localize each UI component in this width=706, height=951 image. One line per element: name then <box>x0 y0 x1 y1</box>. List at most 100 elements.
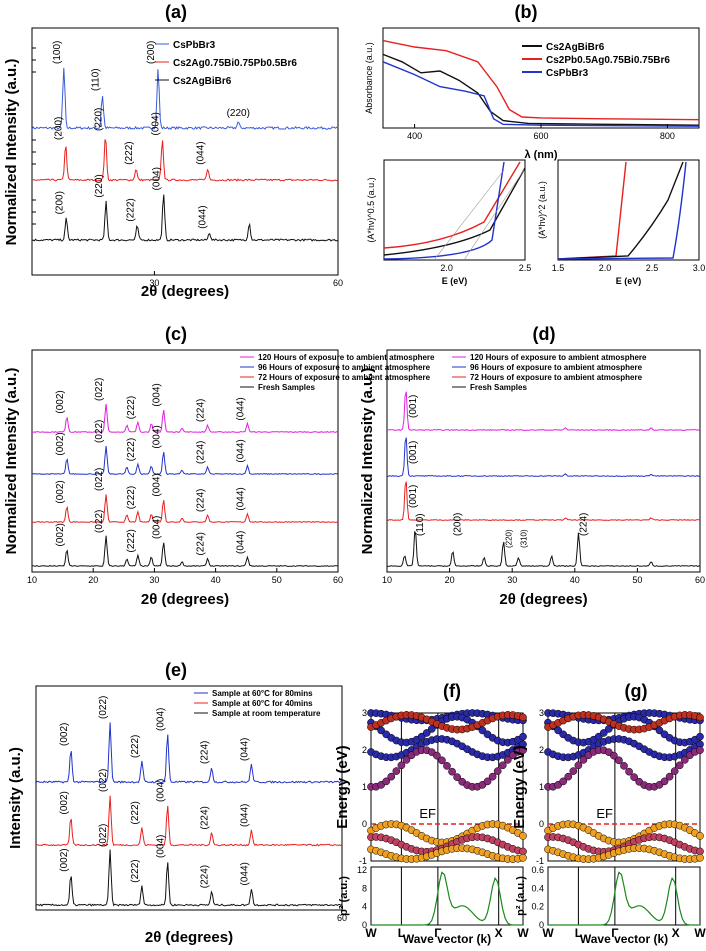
peak-label-a: (220) <box>94 174 105 197</box>
band-point-f <box>422 729 431 737</box>
band-point-f <box>382 777 391 786</box>
peak-label-c: (004) <box>152 516 163 539</box>
tauc-line-b-right-blue <box>557 161 687 260</box>
peak-label-a: (044) <box>197 205 208 228</box>
peak-label-c: (002) <box>55 523 66 546</box>
y-tick-label-g-p2: 0.2 <box>531 902 544 912</box>
x-tick-label-b-left: 2.0 <box>440 263 453 273</box>
band-point-f <box>448 767 456 776</box>
series-line-d-3 <box>386 531 701 567</box>
peak-label-e: (222) <box>130 801 141 824</box>
legend-label-a-1: Cs2Ag0.75Bi0.75Pb0.5Br6 <box>173 58 297 69</box>
peak-label-d-fresh: (200) <box>453 513 464 536</box>
peak-label-c: (044) <box>235 487 246 510</box>
band-point-f <box>402 755 411 764</box>
x-axis-a-tick-label: 30 <box>149 278 159 288</box>
k-point-label-g: X <box>672 926 680 940</box>
band-point-f <box>438 756 446 765</box>
x-axis-c-tick-label: 30 <box>149 575 159 585</box>
series-line-d-2 <box>386 481 701 521</box>
peak-label-e: (022) <box>98 769 109 792</box>
plot-frame-b-top <box>382 27 700 129</box>
peak-label-a: (004) <box>150 112 161 135</box>
series-line-a-1 <box>31 139 339 182</box>
legend-label-c-2: 72 Hours of exposure to ambient atmosphe… <box>258 373 431 382</box>
band-point-g <box>625 767 633 776</box>
peak-label-e: (044) <box>239 862 250 885</box>
band-point-g <box>610 751 618 760</box>
legend-label-e-0: Sample at 60°C for 80mins <box>212 689 313 698</box>
y-axis-label-f: Energy (eV) <box>334 745 351 828</box>
series-line-c-1 <box>31 446 339 475</box>
series-line-e-2 <box>35 849 343 907</box>
peak-label-e: (044) <box>239 738 250 761</box>
y-tick-label-f: -1 <box>359 856 367 866</box>
peak-label-d-fresh: (110) <box>415 513 426 536</box>
series-line-c-2 <box>31 494 339 523</box>
k-point-label-g: W <box>542 926 554 940</box>
x-axis-label-c: 2θ (degrees) <box>141 591 229 608</box>
legend-label-a-2: Cs2AgBiBr6 <box>173 76 232 87</box>
x-axis-c-tick-label: 40 <box>211 575 221 585</box>
y-tick-label-g: 0 <box>539 819 544 829</box>
band-point-f <box>488 772 497 781</box>
x-axis-d-tick-label: 10 <box>382 575 392 585</box>
legend-label-b-0: Cs2AgBiBr6 <box>546 42 605 53</box>
peak-label-c: (044) <box>235 531 246 554</box>
band-point-f <box>483 777 492 786</box>
y-axis-label-f-p2: p² (a.u.) <box>338 876 350 916</box>
band-point-f <box>519 832 527 840</box>
plot-frame-c <box>31 349 339 573</box>
band-point-g <box>696 713 704 722</box>
tauc-line-b-left-red <box>383 161 521 249</box>
peak-label-d: (001) <box>408 485 419 508</box>
band-point-g <box>574 761 583 770</box>
peak-label-c: (022) <box>94 378 105 401</box>
peak-label-c: (044) <box>235 439 246 462</box>
x-axis-label-b-top: λ (nm) <box>525 149 558 161</box>
peak-label-c: (022) <box>94 510 105 533</box>
x-tick-label-b-left: 2.5 <box>519 263 532 273</box>
peak-label-c: (222) <box>126 486 137 509</box>
band-point-g <box>564 772 573 781</box>
x-axis-c-tick-label: 20 <box>88 575 98 585</box>
p2-line-g <box>548 871 700 926</box>
x-tick-label-b-top: 600 <box>533 131 548 141</box>
plot-frame-g-p2 <box>547 866 701 926</box>
fermi-label-f: EF <box>419 806 436 821</box>
x-axis-d-tick-label: 40 <box>570 575 580 585</box>
chart-e: 60 (002) (022) (222) (004) (224) (044) (002) (02… <box>7 685 347 946</box>
plot-frame-b-left <box>383 159 526 261</box>
peak-label-e: (022) <box>98 696 109 719</box>
plot-frame-b-right <box>557 159 700 261</box>
x-axis-c-tick-label: 60 <box>333 575 343 585</box>
band-point-g <box>670 767 679 775</box>
x-axis-d-tick-label: 20 <box>445 575 455 585</box>
peak-label-e: (004) <box>156 708 167 731</box>
legend-label-b-2: CsPbBr3 <box>546 68 589 79</box>
panel-label-c: (c) <box>165 324 187 344</box>
band-point-g <box>696 853 704 862</box>
x-axis-d-tick-label: 60 <box>695 575 705 585</box>
y-tick-label-g-p2: 0.6 <box>531 865 544 875</box>
tauc-line-b-right-black <box>557 161 684 260</box>
peak-label-d: (001) <box>408 395 419 418</box>
band-point-g <box>599 729 608 737</box>
x-tick-label-b-right: 2.5 <box>646 263 659 273</box>
peak-label-e: (004) <box>156 835 167 858</box>
y-tick-label-f-p2: 0 <box>362 920 367 930</box>
tauc-fit-line <box>433 169 505 261</box>
series-line-b-2 <box>382 61 700 127</box>
x-axis-label-e: 2θ (degrees) <box>145 929 233 946</box>
x-tick-label-b-top: 800 <box>660 131 675 141</box>
k-point-label-g: Γ <box>611 926 619 940</box>
p2-line-f <box>371 871 523 926</box>
y-axis-label-g: Energy (eV) <box>511 745 528 828</box>
band-point-g <box>655 726 664 735</box>
y-axis-label-c: Normalized Intensity (a.u.) <box>3 368 20 555</box>
y-tick-label-f-p2: 12 <box>357 865 367 875</box>
panel-label-b: (b) <box>515 2 538 22</box>
band-point-f <box>478 726 487 735</box>
